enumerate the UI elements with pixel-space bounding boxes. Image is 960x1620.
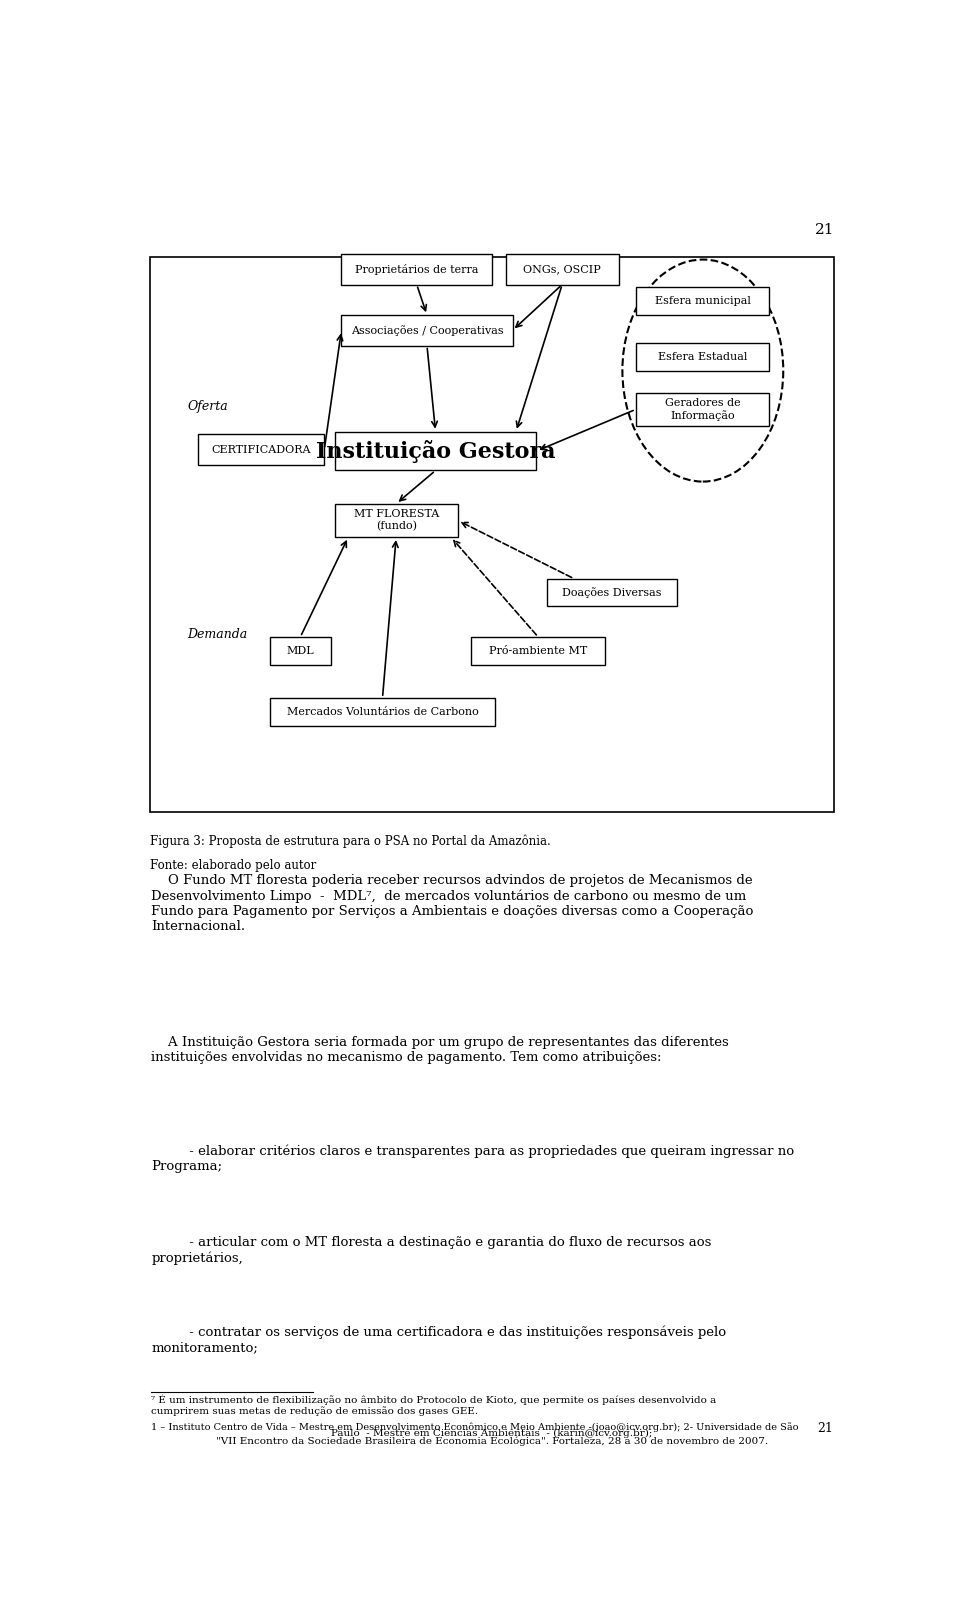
Text: Esfera municipal: Esfera municipal: [655, 296, 751, 306]
Bar: [198, 434, 324, 465]
Bar: [636, 343, 769, 371]
Bar: [506, 254, 618, 285]
Text: 21: 21: [817, 1422, 832, 1435]
Text: Demanda: Demanda: [187, 627, 248, 642]
Text: A Instituição Gestora seria formada por um grupo de representantes das diferente: A Instituição Gestora seria formada por …: [152, 1037, 729, 1064]
Bar: [547, 578, 677, 606]
Text: Associações / Cooperativas: Associações / Cooperativas: [350, 326, 503, 335]
Bar: [335, 431, 537, 470]
Text: - contratar os serviços de uma certificadora e das instituições responsáveis pel: - contratar os serviços de uma certifica…: [152, 1325, 727, 1354]
Text: - articular com o MT floresta a destinação e garantia do fluxo de recursos aos
p: - articular com o MT floresta a destinaç…: [152, 1236, 711, 1265]
Bar: [270, 698, 495, 726]
Text: "VII Encontro da Sociedade Brasileira de Economia Ecológica". Fortaleza, 28 a 30: "VII Encontro da Sociedade Brasileira de…: [216, 1437, 768, 1447]
Bar: [636, 392, 769, 426]
Text: Instituição Gestora: Instituição Gestora: [316, 439, 555, 463]
Text: Oferta: Oferta: [187, 400, 228, 413]
Text: Doações Diversas: Doações Diversas: [562, 586, 661, 598]
Text: Mercados Voluntários de Carbono: Mercados Voluntários de Carbono: [287, 706, 478, 718]
Bar: [342, 254, 492, 285]
Text: 1 – Instituto Centro de Vida – Mestre em Desenvolvimento Econômico e Meio Ambien: 1 – Instituto Centro de Vida – Mestre em…: [152, 1422, 799, 1432]
Text: - elaborar critérios claros e transparentes para as propriedades que queiram ing: - elaborar critérios claros e transparen…: [152, 1145, 794, 1173]
Text: 21: 21: [815, 224, 834, 237]
Bar: [471, 637, 605, 664]
Text: CERTIFICADORA: CERTIFICADORA: [211, 444, 311, 455]
Text: MT FLORESTA
(fundo): MT FLORESTA (fundo): [353, 509, 439, 531]
Text: Figura 3: Proposta de estrutura para o PSA no Portal da Amazônia.: Figura 3: Proposta de estrutura para o P…: [150, 834, 550, 847]
Text: MDL: MDL: [286, 646, 314, 656]
Bar: [335, 504, 458, 538]
Text: ONGs, OSCIP: ONGs, OSCIP: [523, 264, 601, 274]
Text: Paulo  - Mestre em Ciencias Ambientais  - (karin@icv.org.br);: Paulo - Mestre em Ciencias Ambientais - …: [331, 1429, 653, 1439]
Text: O Fundo MT floresta poderia receber recursos advindos de projetos de Mecanismos : O Fundo MT floresta poderia receber recu…: [152, 875, 754, 933]
Text: ⁷ É um instrumento de flexibilização no âmbito do Protocolo de Kioto, que permit: ⁷ É um instrumento de flexibilização no …: [152, 1395, 716, 1416]
Text: Geradores de
Informação: Geradores de Informação: [664, 399, 740, 421]
Bar: [636, 287, 769, 314]
Text: Pró-ambiente MT: Pró-ambiente MT: [489, 646, 588, 656]
Bar: [150, 258, 834, 812]
Bar: [270, 637, 331, 664]
Bar: [342, 314, 513, 345]
Text: Esfera Estadual: Esfera Estadual: [658, 352, 747, 361]
Ellipse shape: [622, 259, 783, 481]
Text: Fonte: elaborado pelo autor: Fonte: elaborado pelo autor: [150, 859, 316, 872]
Text: Proprietários de terra: Proprietários de terra: [355, 264, 478, 275]
